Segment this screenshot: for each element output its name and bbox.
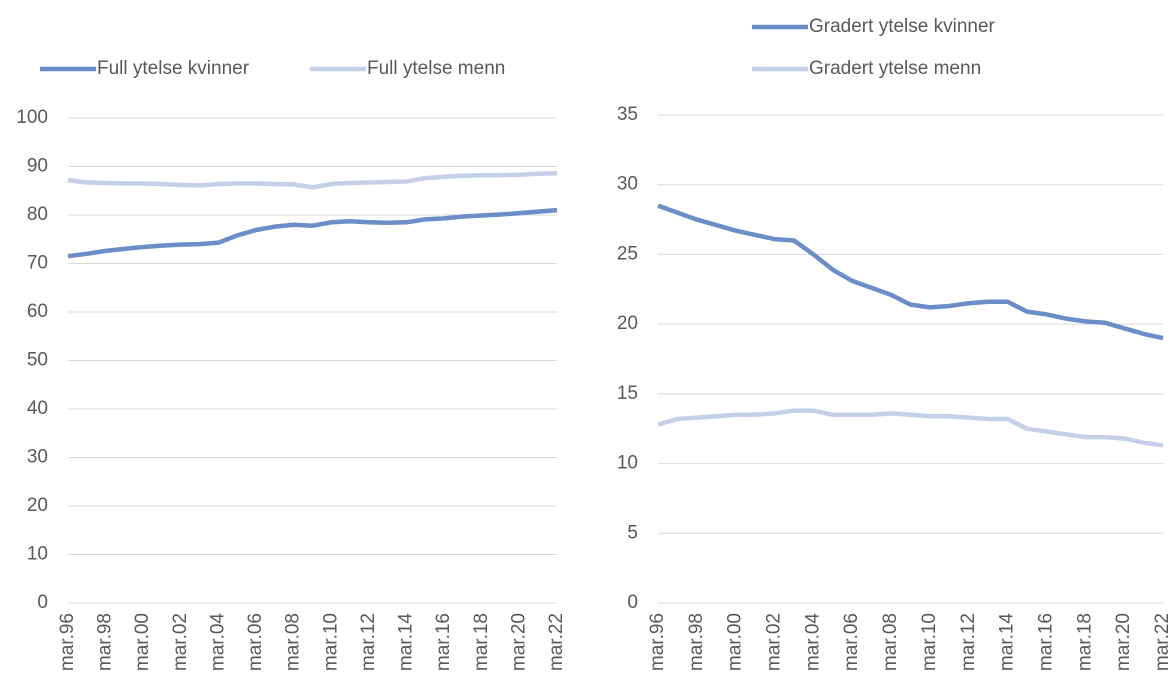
legend-label: Gradert ytelse menn: [809, 58, 981, 79]
y-tick-label: 40: [27, 398, 48, 419]
x-tick-label: mar.14: [396, 613, 417, 672]
x-tick-label: mar.18: [471, 613, 492, 671]
x-tick-label: mar.02: [764, 613, 785, 671]
x-tick-label: mar.06: [841, 613, 862, 671]
x-tick-label: mar.98: [95, 613, 116, 671]
x-tick-label: mar.00: [132, 613, 153, 671]
y-tick-label: 10: [27, 544, 48, 565]
x-tick-label: mar.20: [1113, 613, 1134, 671]
x-tick-label: mar.22: [546, 613, 567, 671]
x-tick-label: mar.08: [283, 613, 304, 671]
x-tick-label: mar.22: [1152, 613, 1173, 671]
y-tick-label: 30: [27, 447, 48, 468]
x-tick-label: mar.10: [919, 613, 940, 671]
y-tick-label: 5: [627, 522, 638, 543]
series-line: [657, 408, 1164, 448]
y-tick-label: 70: [27, 253, 48, 274]
y-tick-label: 100: [16, 107, 48, 128]
y-tick-label: 80: [27, 204, 48, 225]
legend-label: Full ytelse menn: [367, 58, 505, 79]
series-line: [657, 203, 1164, 341]
y-tick-label: 10: [617, 453, 638, 474]
x-tick-label: mar.16: [1035, 613, 1056, 671]
y-tick-label: 0: [627, 592, 638, 613]
x-tick-label: mar.14: [997, 613, 1018, 672]
series-line: [67, 171, 558, 190]
x-tick-label: mar.10: [320, 613, 341, 671]
x-tick-label: mar.00: [725, 613, 746, 671]
legend-label: Gradert ytelse kvinner: [809, 16, 996, 37]
x-tick-label: mar.12: [958, 613, 979, 671]
x-tick-label: mar.96: [57, 613, 78, 671]
legend-label: Full ytelse kvinner: [97, 58, 250, 79]
y-tick-label: 90: [27, 156, 48, 177]
y-tick-label: 60: [27, 301, 48, 322]
y-tick-label: 0: [37, 592, 48, 613]
x-tick-label: mar.12: [358, 613, 379, 671]
x-tick-label: mar.04: [802, 613, 823, 672]
y-tick-label: 20: [27, 495, 48, 516]
x-tick-label: mar.04: [207, 613, 228, 672]
y-tick-label: 30: [617, 174, 638, 195]
x-tick-label: mar.02: [170, 613, 191, 671]
x-tick-label: mar.96: [647, 613, 668, 671]
x-tick-label: mar.20: [508, 613, 529, 671]
y-tick-label: 25: [617, 243, 638, 264]
y-tick-label: 50: [27, 350, 48, 371]
y-tick-label: 15: [617, 383, 638, 404]
series-line: [67, 207, 558, 259]
y-tick-label: 20: [617, 313, 638, 334]
x-tick-label: mar.98: [686, 613, 707, 671]
x-tick-label: mar.18: [1074, 613, 1095, 671]
x-tick-label: mar.16: [433, 613, 454, 671]
x-tick-label: mar.06: [245, 613, 266, 671]
y-tick-label: 35: [617, 104, 638, 125]
x-tick-label: mar.08: [880, 613, 901, 671]
